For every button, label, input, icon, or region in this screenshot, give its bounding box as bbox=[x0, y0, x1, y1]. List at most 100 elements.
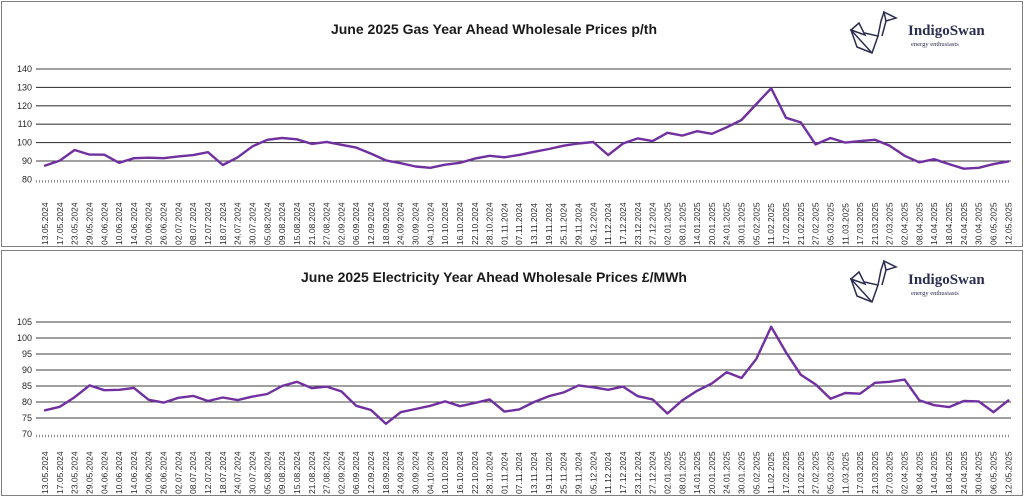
svg-text:02.07.2024: 02.07.2024 bbox=[173, 202, 183, 245]
svg-text:21.02.2025: 21.02.2025 bbox=[796, 451, 806, 494]
svg-text:80: 80 bbox=[22, 174, 32, 184]
svg-text:23.05.2024: 23.05.2024 bbox=[70, 451, 80, 494]
electricity-price-line bbox=[43, 325, 1010, 426]
svg-text:23.05.2024: 23.05.2024 bbox=[70, 202, 80, 245]
svg-text:120: 120 bbox=[17, 101, 32, 111]
elec-gridlines bbox=[36, 321, 1011, 438]
svg-text:26.06.2024: 26.06.2024 bbox=[159, 451, 169, 494]
svg-text:28.10.2024: 28.10.2024 bbox=[485, 202, 495, 245]
svg-text:27.02.2025: 27.02.2025 bbox=[811, 202, 821, 245]
svg-text:05.08.2024: 05.08.2024 bbox=[262, 451, 272, 494]
elec-y-axis-labels: 105 100 95 90 85 80 75 70 bbox=[17, 317, 32, 439]
svg-text:24.09.2024: 24.09.2024 bbox=[396, 451, 406, 494]
svg-text:17.02.2025: 17.02.2025 bbox=[781, 451, 791, 494]
svg-text:01.11.2024: 01.11.2024 bbox=[499, 203, 509, 245]
svg-text:15.08.2024: 15.08.2024 bbox=[292, 202, 302, 245]
svg-text:30.09.2024: 30.09.2024 bbox=[411, 202, 421, 245]
svg-text:29.11.2024: 29.11.2024 bbox=[574, 452, 584, 494]
electricity-chart: June 2025 Electricity Year Ahead Wholesa… bbox=[17, 259, 1013, 494]
gas-chart: June 2025 Gas Year Ahead Wholesale Price… bbox=[17, 10, 1013, 245]
svg-text:08.04.2025: 08.04.2025 bbox=[914, 451, 924, 494]
svg-text:17.03.2025: 17.03.2025 bbox=[855, 451, 865, 494]
svg-text:14.06.2024: 14.06.2024 bbox=[129, 451, 139, 494]
svg-text:05.12.2024: 05.12.2024 bbox=[588, 202, 598, 245]
svg-text:07.11.2024: 07.11.2024 bbox=[514, 452, 524, 494]
svg-text:11.12.2024: 11.12.2024 bbox=[603, 452, 613, 494]
svg-text:29.11.2024: 29.11.2024 bbox=[574, 203, 584, 245]
svg-text:12.09.2024: 12.09.2024 bbox=[366, 451, 376, 494]
svg-text:24.04.2025: 24.04.2025 bbox=[959, 451, 969, 494]
svg-text:90: 90 bbox=[22, 156, 32, 166]
svg-text:13.11.2024: 13.11.2024 bbox=[529, 452, 539, 494]
svg-text:08.01.2025: 08.01.2025 bbox=[677, 451, 687, 494]
svg-text:21.08.2024: 21.08.2024 bbox=[307, 451, 317, 494]
svg-text:12.09.2024: 12.09.2024 bbox=[366, 202, 376, 245]
svg-text:75: 75 bbox=[22, 413, 32, 423]
svg-text:14.04.2025: 14.04.2025 bbox=[929, 202, 939, 245]
gas-gridlines bbox=[36, 68, 1011, 183]
svg-text:18.04.2025: 18.04.2025 bbox=[944, 451, 954, 494]
svg-text:05.08.2024: 05.08.2024 bbox=[262, 202, 272, 245]
indigoswan-logo: IndigoSwan energy enthusiasts bbox=[849, 10, 985, 54]
svg-text:09.08.2024: 09.08.2024 bbox=[277, 451, 287, 494]
svg-text:17.12.2024: 17.12.2024 bbox=[618, 202, 628, 245]
svg-text:18.07.2024: 18.07.2024 bbox=[218, 451, 228, 494]
svg-text:100: 100 bbox=[17, 333, 32, 343]
origami-swan-icon bbox=[849, 259, 899, 303]
svg-text:80: 80 bbox=[22, 397, 32, 407]
svg-text:05.03.2025: 05.03.2025 bbox=[825, 451, 835, 494]
svg-text:04.10.2024: 04.10.2024 bbox=[425, 451, 435, 494]
svg-text:12.07.2024: 12.07.2024 bbox=[203, 202, 213, 245]
svg-text:04.10.2024: 04.10.2024 bbox=[425, 202, 435, 245]
svg-text:13.05.2024: 13.05.2024 bbox=[40, 202, 50, 245]
svg-text:02.09.2024: 02.09.2024 bbox=[336, 451, 346, 494]
svg-text:19.11.2024: 19.11.2024 bbox=[544, 452, 554, 494]
svg-text:27.08.2024: 27.08.2024 bbox=[322, 202, 332, 245]
svg-text:12.05.2025: 12.05.2025 bbox=[1003, 202, 1013, 245]
svg-text:15.08.2024: 15.08.2024 bbox=[292, 451, 302, 494]
svg-text:14.01.2025: 14.01.2025 bbox=[692, 202, 702, 245]
svg-text:06.05.2025: 06.05.2025 bbox=[988, 202, 998, 245]
svg-text:02.09.2024: 02.09.2024 bbox=[336, 202, 346, 245]
elec-x-axis-labels: 13.05.2024 17.05.2024 23.05.2024 29.05.2024… bbox=[40, 451, 1013, 494]
electricity-chart-title: June 2025 Electricity Year Ahead Wholesa… bbox=[301, 269, 687, 285]
svg-text:05.02.2025: 05.02.2025 bbox=[751, 202, 761, 245]
logo-wordmark: IndigoSwan bbox=[908, 272, 985, 288]
svg-text:29.05.2024: 29.05.2024 bbox=[84, 202, 94, 245]
svg-text:13.05.2024: 13.05.2024 bbox=[40, 451, 50, 494]
svg-text:16.10.2024: 16.10.2024 bbox=[455, 202, 465, 245]
indigoswan-logo: IndigoSwan energy enthusiasts bbox=[849, 259, 985, 303]
svg-text:05.03.2025: 05.03.2025 bbox=[825, 202, 835, 245]
svg-text:20.01.2025: 20.01.2025 bbox=[707, 202, 717, 245]
svg-text:24.04.2025: 24.04.2025 bbox=[959, 202, 969, 245]
svg-text:27.12.2024: 27.12.2024 bbox=[648, 451, 658, 494]
svg-text:12.05.2025: 12.05.2025 bbox=[1003, 451, 1013, 494]
svg-text:24.07.2024: 24.07.2024 bbox=[233, 451, 243, 494]
svg-text:18.07.2024: 18.07.2024 bbox=[218, 202, 228, 245]
svg-text:10.06.2024: 10.06.2024 bbox=[114, 202, 124, 245]
svg-text:11.02.2025: 11.02.2025 bbox=[766, 203, 776, 245]
svg-text:06.09.2024: 06.09.2024 bbox=[351, 202, 361, 245]
svg-text:105: 105 bbox=[17, 317, 32, 327]
gas-price-line bbox=[43, 87, 1010, 170]
svg-text:10.06.2024: 10.06.2024 bbox=[114, 451, 124, 494]
svg-text:29.05.2024: 29.05.2024 bbox=[84, 451, 94, 494]
svg-text:27.12.2024: 27.12.2024 bbox=[648, 202, 658, 245]
svg-text:13.11.2024: 13.11.2024 bbox=[529, 203, 539, 245]
svg-text:30.07.2024: 30.07.2024 bbox=[247, 451, 257, 494]
svg-text:21.02.2025: 21.02.2025 bbox=[796, 202, 806, 245]
svg-text:27.02.2025: 27.02.2025 bbox=[811, 451, 821, 494]
svg-text:08.01.2025: 08.01.2025 bbox=[677, 202, 687, 245]
svg-text:01.11.2024: 01.11.2024 bbox=[499, 452, 509, 494]
svg-text:06.05.2025: 06.05.2025 bbox=[988, 451, 998, 494]
gas-x-axis-labels: 13.05.2024 17.05.2024 23.05.2024 29.05.2024… bbox=[40, 202, 1013, 245]
svg-text:24.01.2025: 24.01.2025 bbox=[722, 202, 732, 245]
svg-text:85: 85 bbox=[22, 381, 32, 391]
svg-text:140: 140 bbox=[17, 64, 32, 74]
svg-text:26.06.2024: 26.06.2024 bbox=[159, 202, 169, 245]
svg-text:10.10.2024: 10.10.2024 bbox=[440, 451, 450, 494]
svg-text:11.03.2025: 11.03.2025 bbox=[840, 203, 850, 245]
svg-text:24.07.2024: 24.07.2024 bbox=[233, 202, 243, 245]
gas-y-axis-labels: 140 130 120 110 100 90 80 bbox=[17, 64, 32, 184]
